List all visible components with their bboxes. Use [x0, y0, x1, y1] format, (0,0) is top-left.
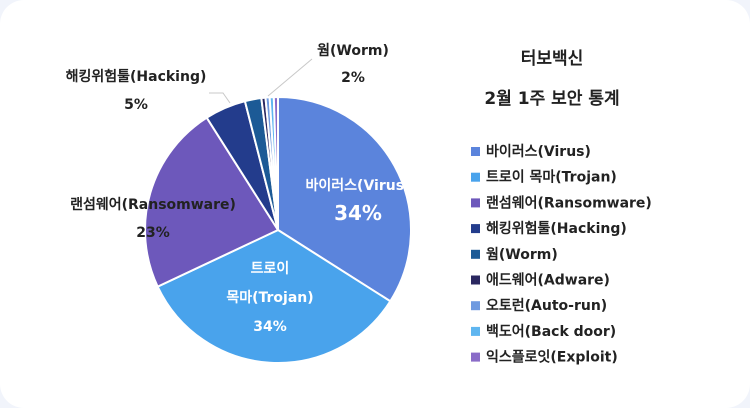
pie-slices — [144, 95, 412, 364]
data-label-name: 트로이 — [251, 260, 290, 277]
data-label-value: 23% — [136, 225, 170, 241]
data-label-name: 랜섬웨어(Ransomware) — [70, 196, 236, 213]
data-label-name: 목마(Trojan) — [226, 290, 313, 306]
legend-label: 익스플로잇(Exploit) — [486, 349, 618, 366]
data-label-value: 34% — [334, 201, 382, 225]
legend-item-바이러스: 바이러스(Virus) — [471, 143, 591, 160]
legend-swatch — [471, 147, 480, 156]
chart-title-line: 2월 1주 보안 통계 — [484, 89, 619, 109]
legend-swatch — [471, 172, 480, 182]
legend-swatch — [471, 224, 480, 234]
leader-lines — [209, 58, 313, 104]
data-label-value: 2% — [341, 70, 365, 86]
legend-label: 랜섬웨어(Ransomware) — [486, 194, 652, 211]
data-label-name: 해킹위험툴(Hacking) — [66, 68, 207, 85]
legend-swatch — [471, 352, 480, 362]
leader-line-hacking — [209, 92, 231, 104]
legend-label: 바이러스(Virus) — [486, 143, 591, 160]
data-label-name: 바이러스(Virus) — [306, 177, 411, 194]
data-label-name: 웜(Worm) — [317, 43, 389, 59]
legend-label: 해킹위험툴(Hacking) — [486, 220, 627, 237]
legend-swatch — [471, 301, 480, 311]
legend-label: 백도어(Back door) — [486, 323, 616, 340]
legend-item-해킹위험툴: 해킹위험툴(Hacking) — [471, 220, 627, 237]
legend-item-랜섬웨어: 랜섬웨어(Ransomware) — [471, 194, 652, 211]
chart-title: 터보백신 2월 1주 보안 통계 — [484, 49, 619, 109]
chart-title-line: 터보백신 — [521, 49, 584, 69]
legend-swatch — [471, 275, 480, 285]
pie-slice — [156, 228, 392, 364]
pie-slice — [144, 116, 280, 288]
legend-item-웜: 웜(Worm) — [471, 247, 558, 263]
legend-label: 애드웨어(Adware) — [486, 272, 610, 289]
legend-swatch — [471, 249, 480, 259]
legend-item-오토런: 오토런(Auto-run) — [471, 297, 607, 314]
legend-label: 트로이 목마(Trojan) — [486, 169, 617, 186]
data-label-value: 34% — [253, 319, 287, 335]
legend-label: 웜(Worm) — [486, 247, 558, 263]
leader-line-worm — [267, 58, 313, 97]
legend-item-애드웨어: 애드웨어(Adware) — [471, 272, 610, 289]
legend: 바이러스(Virus) 트로이 목마(Trojan) 랜섬웨어(Ransomware… — [471, 143, 652, 366]
legend-item-트로이-목마: 트로이 목마(Trojan) — [471, 169, 617, 186]
legend-item-익스플로잇: 익스플로잇(Exploit) — [471, 349, 618, 366]
data-label-value: 5% — [124, 97, 148, 113]
legend-swatch — [471, 326, 480, 336]
legend-swatch — [471, 198, 480, 208]
legend-item-백도어: 백도어(Back door) — [471, 323, 616, 340]
pie-slice — [272, 95, 279, 231]
legend-label: 오토런(Auto-run) — [486, 297, 607, 314]
